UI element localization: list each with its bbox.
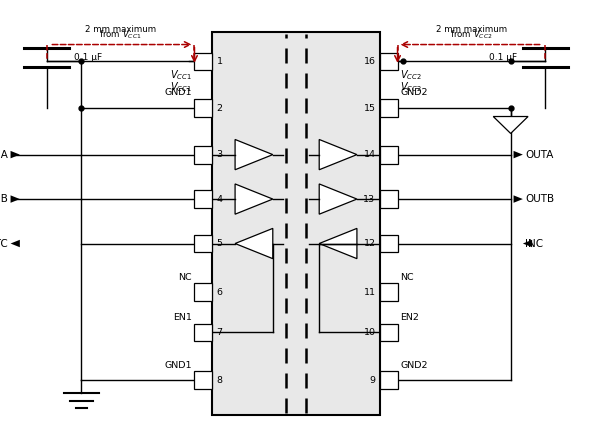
Text: 13: 13 [363,194,375,203]
Polygon shape [319,229,357,259]
Text: 10: 10 [363,328,375,337]
Text: EN1: EN1 [173,313,192,322]
Bar [212,32,380,415]
Bar [380,99,398,117]
Polygon shape [11,195,20,203]
Text: $V_{CC2}$: $V_{CC2}$ [400,68,422,82]
Bar [194,324,212,341]
Text: 0.1 µF: 0.1 µF [490,53,517,62]
Text: from $V_{CC2}$: from $V_{CC2}$ [450,29,493,41]
Text: 7: 7 [217,328,223,337]
Text: from $V_{CC1}$: from $V_{CC1}$ [99,29,142,41]
Text: OUTC: OUTC [0,238,8,248]
Text: INC: INC [525,238,543,248]
Polygon shape [523,240,532,247]
Text: 5: 5 [217,239,223,248]
Bar [194,372,212,389]
Text: 14: 14 [363,150,375,159]
Polygon shape [235,184,273,214]
Text: 2: 2 [217,104,223,113]
Text: NC: NC [400,273,414,282]
Text: 16: 16 [363,57,375,66]
Bar [194,283,212,301]
Text: GND1: GND1 [164,89,192,98]
Bar [380,283,398,301]
Text: OUTA: OUTA [525,149,554,159]
Text: $V_{CC1}$: $V_{CC1}$ [170,68,192,82]
Text: 4: 4 [217,194,223,203]
Text: INB: INB [0,194,8,204]
Polygon shape [514,195,523,203]
Polygon shape [11,240,20,247]
Polygon shape [319,184,357,214]
Bar [194,53,212,70]
Text: 12: 12 [363,239,375,248]
Polygon shape [235,229,273,259]
Text: 2 mm maximum: 2 mm maximum [436,25,507,34]
Text: 9: 9 [369,376,375,385]
Bar [380,190,398,208]
Text: GND2: GND2 [400,361,428,370]
Text: 0.1 µF: 0.1 µF [75,53,102,62]
Text: GND2: GND2 [400,89,428,98]
Bar [380,372,398,389]
Text: 15: 15 [363,104,375,113]
Bar [194,190,212,208]
Bar [380,146,398,163]
Text: 1: 1 [217,57,223,66]
Bar [194,235,212,252]
Polygon shape [235,140,273,170]
Text: EN2: EN2 [400,313,419,322]
Text: 8: 8 [217,376,223,385]
Text: OUTB: OUTB [525,194,554,204]
Bar [380,235,398,252]
Text: GND1: GND1 [164,361,192,370]
Polygon shape [514,151,523,159]
Text: 2 mm maximum: 2 mm maximum [85,25,156,34]
Text: 11: 11 [363,288,375,297]
Text: $V_{CC2}$: $V_{CC2}$ [400,80,422,94]
Text: $V_{CC1}$: $V_{CC1}$ [170,80,192,94]
Bar [194,99,212,117]
Text: 3: 3 [217,150,223,159]
Polygon shape [11,151,20,159]
Polygon shape [493,117,528,133]
Bar [380,324,398,341]
Bar [380,53,398,70]
Bar [194,146,212,163]
Text: INA: INA [0,149,8,159]
Text: 6: 6 [217,288,223,297]
Polygon shape [319,140,357,170]
Text: NC: NC [178,273,192,282]
